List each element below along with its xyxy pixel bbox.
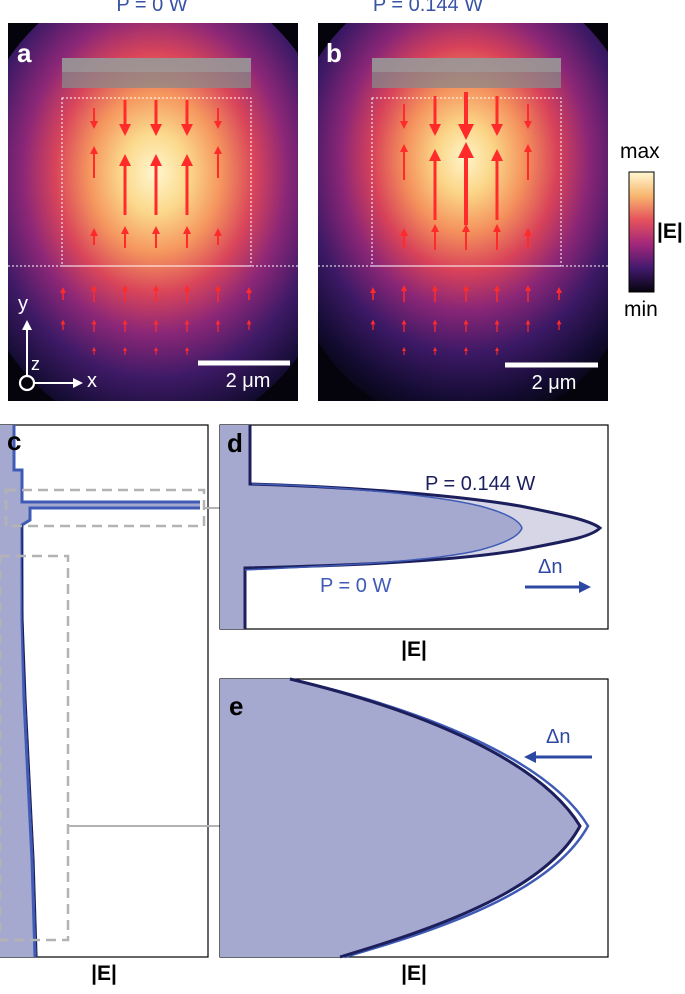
panel-a-field-map: [8, 23, 298, 401]
panel-e-plot: [219, 677, 609, 959]
label-p-0: P = 0 W: [320, 575, 392, 597]
panel-a-field-arrows: [60, 100, 252, 355]
colorbar-label: |E|: [657, 220, 683, 243]
panel-c-xlabel: |E|: [91, 962, 117, 985]
panel-c-plot: [0, 424, 244, 958]
panel-b-letter: b: [326, 38, 342, 68]
colorbar-min: min: [624, 298, 658, 321]
panel-b-field-map: [318, 23, 608, 401]
axis-y-label: y: [18, 293, 28, 315]
panel-e-letter: e: [229, 691, 244, 721]
colorbar-max: max: [620, 140, 660, 163]
panel-e-xlabel: |E|: [401, 962, 427, 985]
axis-z-label: z: [31, 354, 40, 374]
panel-d-letter: d: [227, 428, 243, 458]
panel-b-field-arrows: [370, 92, 562, 355]
panel-a-title: P = 0 W: [116, 0, 188, 16]
colorbar: [628, 171, 655, 293]
axis-x-label: x: [87, 370, 97, 392]
panel-b-title: P = 0.144 W: [372, 0, 484, 16]
panel-c-letter: c: [7, 426, 22, 456]
panel-b-scalebar-label: 2 μm: [531, 372, 577, 394]
panel-d-plot: [219, 424, 609, 630]
panel-d-delta-n: Δn: [538, 556, 563, 578]
panel-a-letter: a: [17, 38, 32, 68]
axis-triad: [18, 320, 83, 392]
panel-e-delta-n: Δn: [546, 726, 571, 748]
label-p-0144: P = 0.144 W: [425, 473, 536, 495]
panel-d-xlabel: |E|: [401, 638, 427, 661]
panel-a-scalebar-label: 2 μm: [225, 370, 271, 392]
